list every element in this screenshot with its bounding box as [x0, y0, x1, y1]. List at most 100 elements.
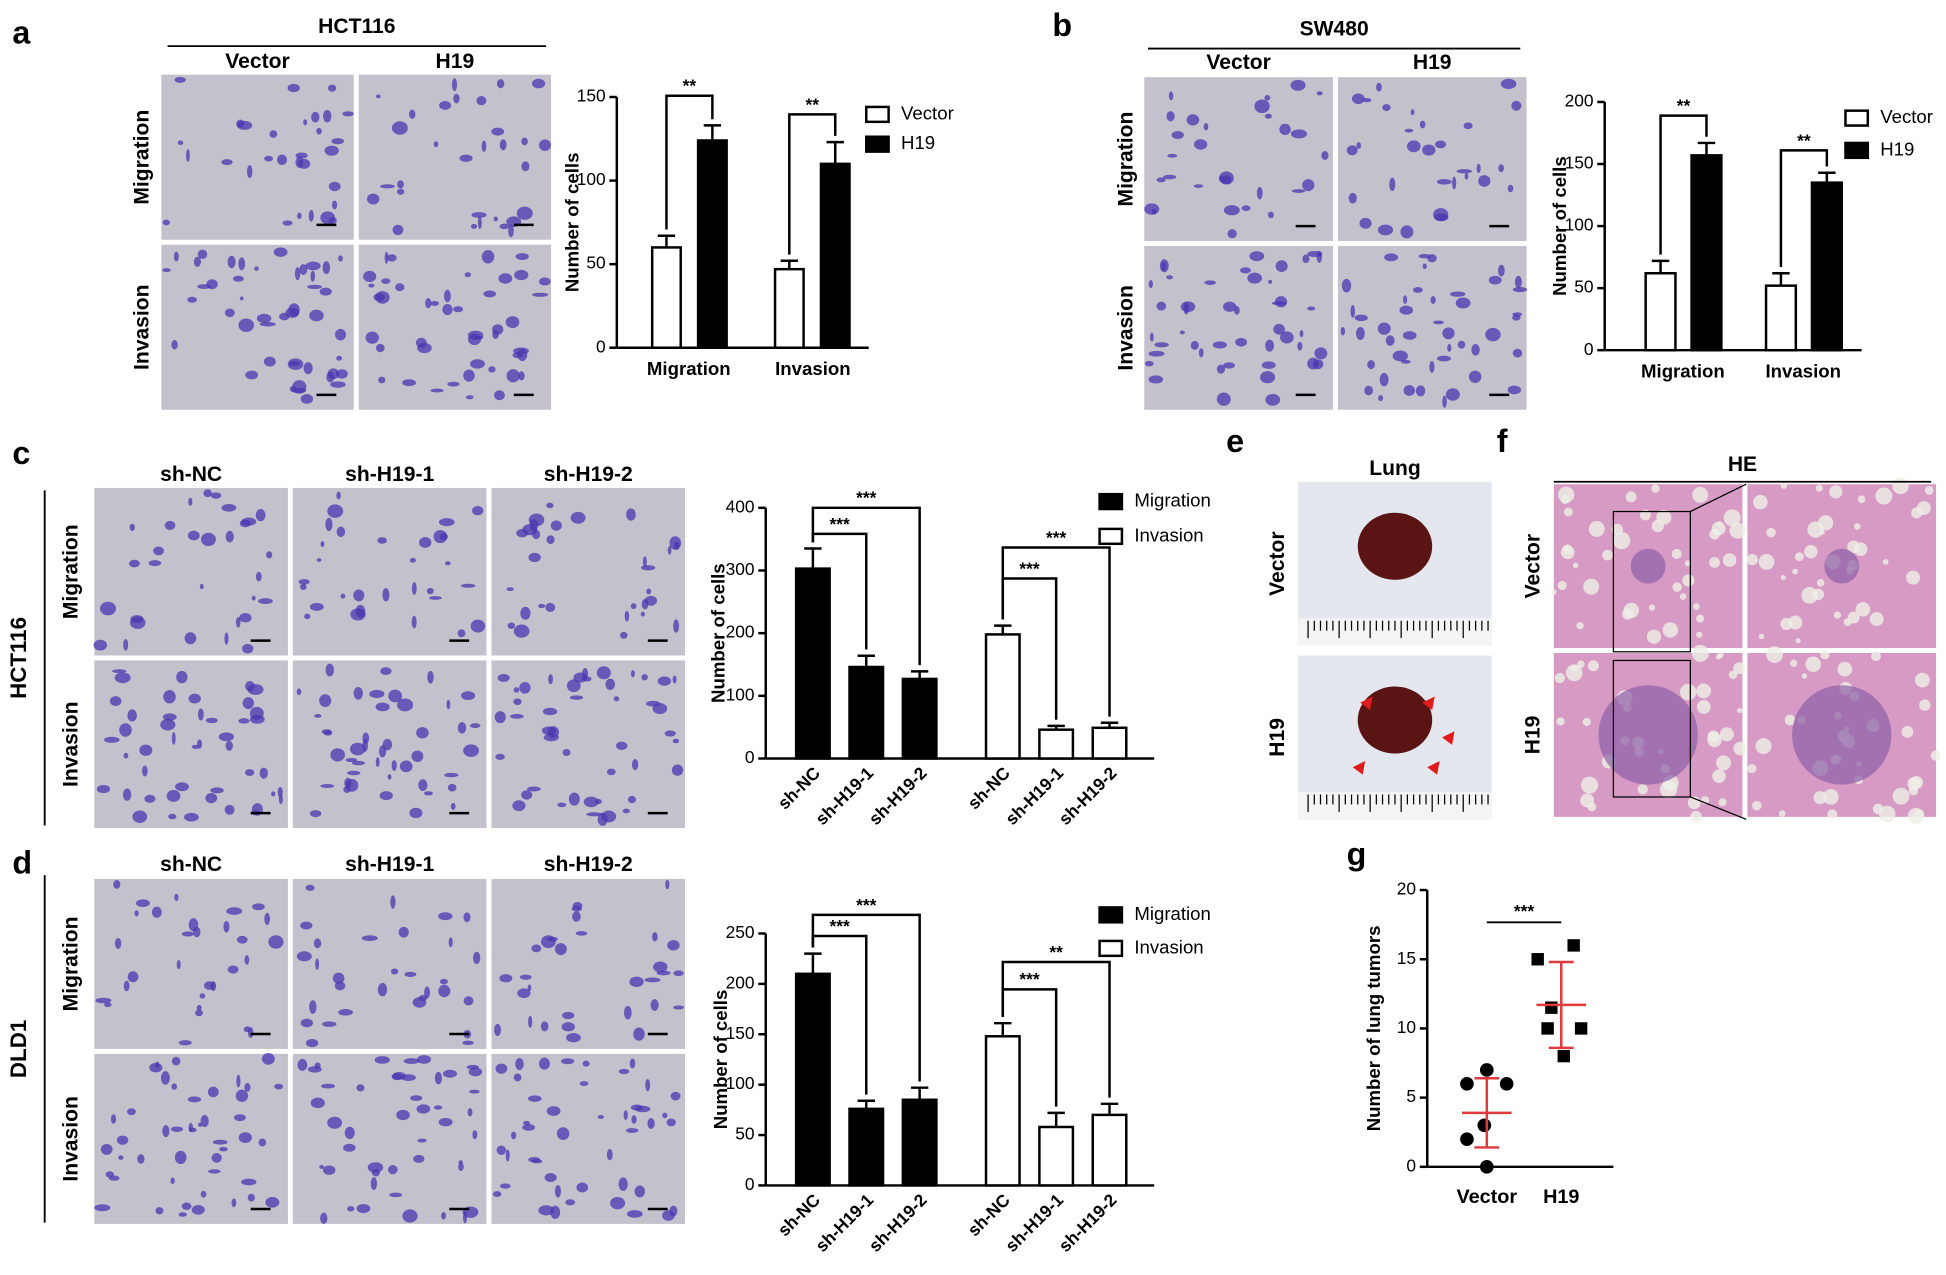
- panel-header: HE: [1728, 453, 1757, 476]
- alveolus: [1621, 608, 1634, 620]
- nodule: [1792, 685, 1892, 785]
- cell-blob: [1159, 259, 1169, 273]
- bar: [984, 633, 1021, 760]
- cell-blob: [1392, 350, 1408, 362]
- cell-blob: [396, 1109, 410, 1121]
- cell-blob: [630, 670, 635, 678]
- cell-blob: [629, 1058, 636, 1069]
- cell-blob: [402, 379, 416, 387]
- cell-blob: [345, 758, 358, 763]
- cell-blob: [1362, 98, 1372, 103]
- cell-blob: [226, 907, 243, 915]
- cell-blob: [1351, 93, 1365, 104]
- y-axis-label: Number of cells: [708, 563, 729, 703]
- point: [1545, 1001, 1558, 1014]
- cell-blob: [438, 1117, 453, 1127]
- legend-label: Vector: [1880, 106, 1933, 127]
- cell-blob: [300, 1018, 313, 1028]
- cell-blob: [513, 1073, 522, 1082]
- cell-blob: [109, 696, 122, 707]
- cell-blob: [463, 369, 475, 382]
- cell-blob: [1235, 337, 1247, 347]
- cell-blob: [613, 696, 620, 702]
- cell-blob: [188, 497, 193, 506]
- legend-label: Migration: [1134, 490, 1211, 511]
- cell-blob: [458, 1162, 464, 1172]
- cell-blob: [515, 253, 529, 260]
- cell-blob: [471, 506, 484, 516]
- cell-blob: [538, 1205, 554, 1216]
- cell-blob: [470, 223, 478, 229]
- cell-blob: [331, 200, 338, 210]
- cell-blob: [297, 212, 302, 220]
- cell-blob: [344, 1126, 355, 1140]
- bar: [901, 1098, 938, 1187]
- cell-blob: [1249, 251, 1265, 262]
- cell-blob: [640, 565, 656, 571]
- row-label: Invasion: [60, 701, 83, 787]
- y-tick-label: 0: [745, 1174, 755, 1194]
- cell-blob: [322, 1021, 337, 1027]
- cell-blob: [170, 1126, 183, 1132]
- alveolus: [1639, 509, 1651, 521]
- y-axis-label: Number of lung tumors: [1363, 926, 1384, 1132]
- x-tick-label: sh-H19-2: [1055, 763, 1121, 829]
- alveolus: [1737, 707, 1743, 714]
- cell-blob: [218, 732, 235, 742]
- cell-blob: [634, 1185, 646, 1198]
- cell-blob: [468, 1067, 483, 1077]
- cell-blob: [203, 981, 215, 990]
- alveolus: [1733, 741, 1747, 756]
- cell-blob: [382, 587, 390, 602]
- bar: [819, 162, 851, 349]
- cell-blob: [235, 1089, 249, 1102]
- cell-blob: [565, 1199, 576, 1206]
- alveolus: [1625, 491, 1637, 503]
- cell-blob: [623, 1005, 632, 1020]
- cell-blob: [378, 745, 387, 758]
- cell-blob: [483, 290, 497, 298]
- x-tick-label: sh-NC: [774, 763, 825, 814]
- alveolus: [1930, 750, 1941, 761]
- cell-blob: [561, 1022, 575, 1032]
- x-tick-label: sh-H19-2: [865, 763, 931, 829]
- cell-blob: [1302, 179, 1315, 192]
- alveolus: [1907, 777, 1921, 791]
- cell-blob: [481, 249, 495, 264]
- cell-blob: [356, 1203, 371, 1214]
- alveolus: [1819, 529, 1825, 535]
- alveolus: [1901, 725, 1914, 738]
- cell-blob: [446, 699, 451, 710]
- bar: [1091, 726, 1128, 760]
- cell-blob: [176, 959, 181, 970]
- cell-blob: [320, 1212, 328, 1224]
- cell-blob: [1193, 139, 1208, 150]
- cell-blob: [1442, 395, 1447, 408]
- micrograph: [292, 878, 487, 1049]
- cell-blob: [1148, 280, 1153, 289]
- cell-blob: [273, 247, 288, 257]
- panel-letter: f: [1497, 423, 1508, 459]
- cell-blob: [114, 938, 122, 949]
- cell-blob: [409, 807, 423, 819]
- cell-blob: [236, 1074, 241, 1088]
- row-label: Vector: [1266, 531, 1289, 595]
- row-label: Vector: [1522, 534, 1545, 598]
- cell-blob: [673, 1005, 685, 1010]
- cell-blob: [615, 741, 628, 750]
- cell-blob: [199, 993, 206, 999]
- cell-blob: [332, 972, 345, 984]
- cell-blob: [667, 940, 680, 951]
- x-tick-label: Invasion: [775, 358, 851, 379]
- cell-blob: [123, 752, 129, 759]
- cell-blob: [298, 579, 310, 585]
- cell-blob: [309, 602, 324, 611]
- cell-blob: [1403, 295, 1408, 304]
- cell-blob: [434, 1071, 442, 1085]
- cell-blob: [463, 744, 479, 757]
- cell-blob: [606, 768, 616, 776]
- cell-blob: [476, 96, 487, 106]
- significance-label: **: [683, 76, 697, 96]
- point: [1477, 1118, 1492, 1133]
- cell-blob: [473, 951, 481, 964]
